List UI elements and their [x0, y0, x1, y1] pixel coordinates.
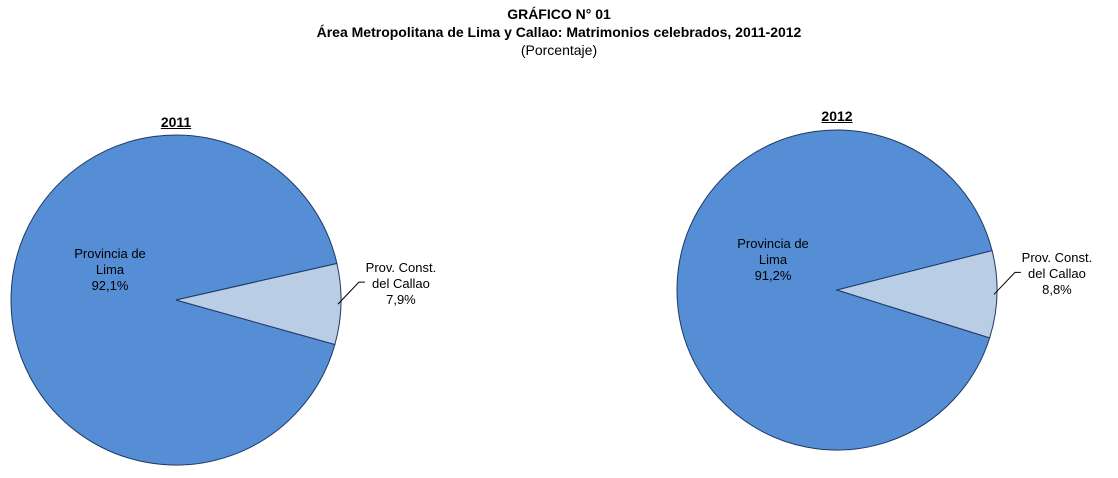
note: (Porcentaje) — [520, 42, 598, 58]
value-label: 92,1% — [91, 278, 129, 293]
pie-slice — [175, 262, 342, 346]
data-label: Provincia de Lima 91,2% — [723, 236, 823, 284]
pie-slice — [10, 134, 338, 466]
value-label: 8,8% — [1042, 282, 1072, 298]
leader-line — [993, 271, 1021, 295]
data-label: Provincia de Lima 92,1% — [60, 246, 160, 294]
pie-title: 2011 — [160, 114, 192, 130]
data-label: Prov. Const. del Callao 7,9% — [356, 260, 446, 308]
title: GRÁFICO N° 01 — [507, 6, 611, 22]
subtitle: Área Metropolitana de Lima y Callao: Mat… — [316, 24, 802, 40]
value-label: 91,2% — [754, 268, 792, 283]
pie-slice — [676, 129, 993, 451]
pie-slice — [835, 249, 998, 339]
pie-title: 2012 — [821, 108, 853, 124]
leader-line — [337, 281, 365, 305]
category-label: Prov. Const. del Callao — [1021, 250, 1093, 282]
category-label: Prov. Const. del Callao — [365, 260, 437, 292]
value-label: 7,9% — [386, 292, 416, 308]
category-label: Provincia de Lima — [737, 236, 809, 267]
data-label: Prov. Const. del Callao 8,8% — [1012, 250, 1102, 298]
category-label: Provincia de Lima — [74, 246, 146, 277]
